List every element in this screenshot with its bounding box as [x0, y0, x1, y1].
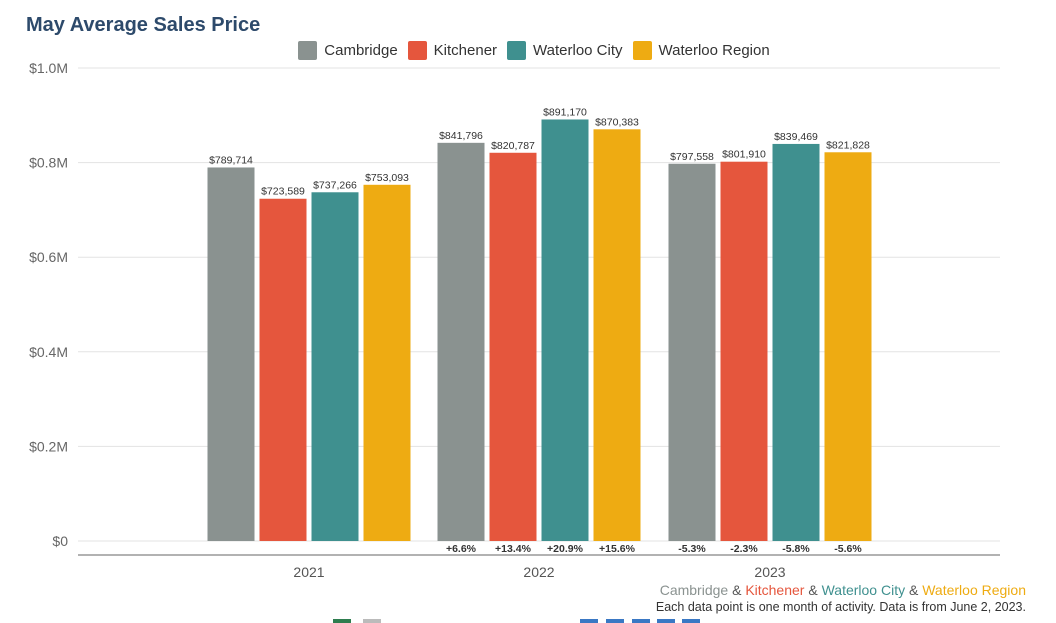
y-tick-label: $0 — [52, 533, 68, 549]
bar — [772, 143, 820, 542]
bar-value-label: $891,170 — [543, 106, 587, 118]
bar — [363, 184, 411, 541]
x-tick-label: 2022 — [523, 564, 554, 580]
bar-value-label: $797,558 — [670, 151, 714, 163]
bar — [824, 152, 872, 541]
bar — [541, 119, 589, 541]
footer-part: & — [905, 582, 923, 598]
footer-part: Waterloo City — [821, 582, 906, 598]
y-tick-label: $0.6M — [29, 249, 68, 265]
page-dot[interactable] — [606, 619, 624, 623]
legend-label: Waterloo City — [533, 42, 623, 59]
legend-label: Kitchener — [433, 42, 498, 59]
y-tick-label: $1.0M — [29, 60, 68, 76]
legend-item[interactable]: Waterloo Region — [632, 41, 770, 60]
bar-change-label: -5.3% — [678, 543, 706, 555]
bar — [259, 198, 307, 541]
bar-change-label: +20.9% — [547, 543, 584, 555]
bar-value-label: $839,469 — [774, 131, 818, 143]
bar-value-label: $801,910 — [722, 149, 766, 161]
bar — [720, 161, 768, 541]
bar-value-label: $870,383 — [595, 116, 639, 128]
chart-legend: Cambridge Kitchener Waterloo City Waterloo … — [0, 41, 1056, 60]
page-dot[interactable] — [682, 619, 700, 623]
bar-value-label: $841,796 — [439, 130, 483, 142]
y-tick-label: $0.4M — [29, 344, 68, 360]
y-tick-label: $0.8M — [29, 155, 68, 171]
bar-value-label: $820,787 — [491, 140, 535, 152]
bar — [593, 129, 641, 541]
legend-swatch — [407, 41, 427, 60]
bar-change-label: -5.8% — [782, 543, 810, 555]
footer-part: Kitchener — [745, 582, 805, 598]
page-dot[interactable] — [580, 619, 598, 623]
page-dot[interactable] — [632, 619, 650, 623]
bar-change-label: -2.3% — [730, 543, 758, 555]
legend-item[interactable]: Cambridge — [298, 41, 398, 60]
footer-series-list: Cambridge & Kitchener & Waterloo City & … — [660, 582, 1026, 598]
page-dot[interactable] — [333, 619, 351, 623]
legend-label: Waterloo Region — [658, 42, 770, 59]
footer-note: Each data point is one month of activity… — [655, 600, 1026, 614]
x-tick-label: 2021 — [293, 564, 324, 580]
legend-item[interactable]: Waterloo City — [507, 41, 623, 60]
footer-part: Waterloo Region — [922, 582, 1026, 598]
bar-change-label: -5.6% — [834, 543, 862, 555]
bar — [489, 152, 537, 541]
footer-part: Cambridge — [659, 582, 729, 598]
bar — [437, 142, 485, 541]
page-dot[interactable] — [657, 619, 675, 623]
bar — [668, 163, 716, 541]
page-indicator — [0, 619, 1056, 623]
legend-swatch — [298, 41, 318, 60]
bar-value-label: $723,589 — [261, 186, 305, 198]
bar — [311, 192, 359, 541]
legend-item[interactable]: Kitchener — [407, 41, 498, 60]
bar-chart: $0 $0.2M $0.4M $0.6M $0.8M $1.0M $789,714 $723,… — [29, 60, 1000, 580]
legend-swatch — [507, 41, 527, 60]
page-dot[interactable] — [363, 619, 381, 623]
bar-change-label: +15.6% — [599, 543, 636, 555]
bar — [207, 167, 255, 541]
y-tick-label: $0.2M — [29, 438, 68, 454]
footer-part: & — [804, 582, 822, 598]
bar-value-label: $753,093 — [365, 172, 409, 184]
bar-change-label: +6.6% — [446, 543, 477, 555]
legend-swatch — [632, 41, 652, 60]
bar-change-label: +13.4% — [495, 543, 532, 555]
bar-value-label: $737,266 — [313, 179, 357, 191]
legend-label: Cambridge — [324, 42, 398, 59]
bar-value-label: $789,714 — [209, 154, 253, 166]
bar-value-label: $821,828 — [826, 139, 870, 151]
x-tick-label: 2023 — [754, 564, 785, 580]
footer-part: & — [728, 582, 746, 598]
chart-title: May Average Sales Price — [26, 14, 261, 36]
